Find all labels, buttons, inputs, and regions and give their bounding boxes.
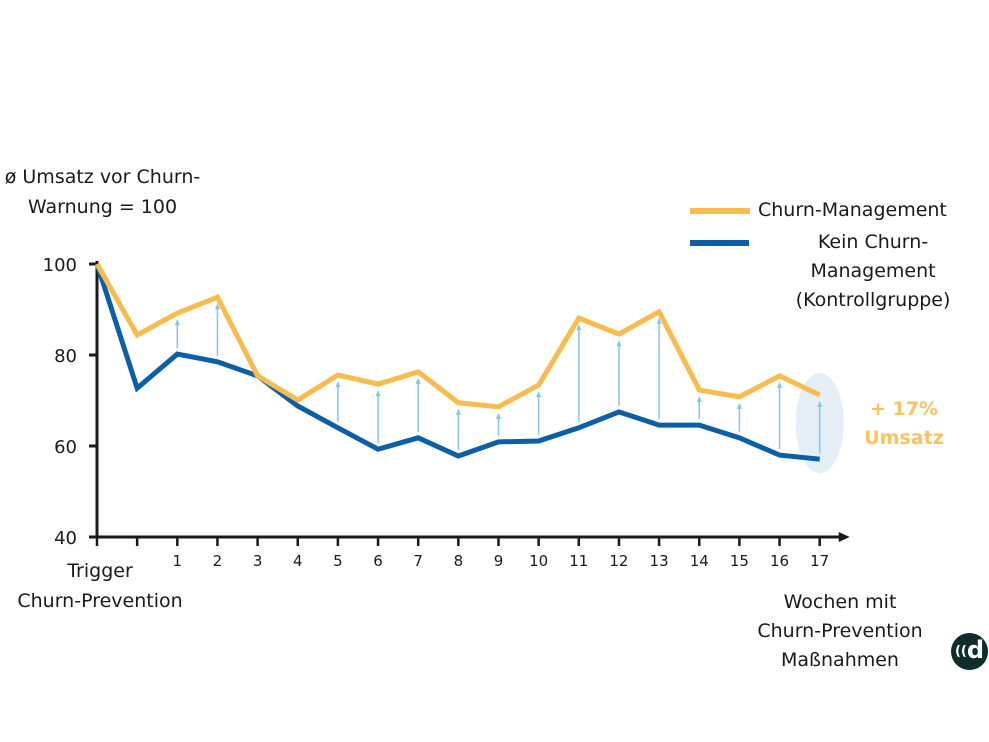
trigger-label-line1: Trigger (67, 560, 133, 582)
x-tick-label: 11 (569, 552, 588, 570)
x-tick-label: 5 (333, 552, 343, 570)
trigger-label-line2: Churn-Prevention (17, 590, 183, 612)
x-tick-label: 17 (810, 552, 829, 570)
uplift-arrowhead (616, 340, 622, 347)
signal-d-logo-icon: ((d (951, 633, 988, 670)
legend-label: Kein Churn-Management (810, 231, 936, 282)
legend: Churn-Management Kein Churn-Management (… (690, 196, 989, 315)
x-tick-label: 3 (253, 552, 263, 570)
x-axis-arrowhead (838, 532, 850, 542)
x-tick-label: 1 (173, 552, 183, 570)
uplift-arrowhead (415, 377, 421, 384)
uplift-arrowhead (696, 396, 702, 403)
x-tick-label: 14 (690, 552, 709, 570)
y-axis-label-line2: Warnung = 100 (27, 196, 178, 218)
uplift-arrowhead (656, 317, 662, 324)
x-axis-label-line3: Maßnahmen (781, 649, 899, 671)
uplift-arrowhead (777, 381, 783, 388)
x-tick-label: 13 (650, 552, 669, 570)
y-tick-label: 100 (43, 255, 77, 276)
legend-swatch-blue (690, 240, 750, 246)
x-tick-label: 6 (373, 552, 383, 570)
trigger-label: Trigger Churn-Prevention (0, 556, 200, 616)
x-axis-label-line2: Churn-Prevention (757, 620, 923, 642)
uplift-arrowhead (576, 324, 582, 331)
uplift-arrowhead (455, 408, 461, 415)
legend-item-churn-management: Churn-Management (690, 196, 989, 225)
uplift-label: Umsatz (864, 427, 944, 449)
x-tick-label: 4 (293, 552, 303, 570)
legend-label: Churn-Management (758, 199, 947, 221)
x-axis-label-line1: Wochen mit (783, 591, 897, 613)
x-tick-label: 8 (454, 552, 464, 570)
x-tick-label: 9 (494, 552, 504, 570)
uplift-arrowhead (174, 319, 180, 326)
y-tick-label: 60 (54, 437, 77, 458)
logo-letter: d (966, 636, 985, 664)
y-axis-label-line1: ø Umsatz vor Churn- (4, 166, 201, 188)
uplift-arrowhead (817, 401, 823, 408)
x-tick-label: 15 (730, 552, 749, 570)
x-tick-label: 7 (413, 552, 423, 570)
uplift-percent: + 17% (869, 398, 938, 420)
x-tick-label: 12 (609, 552, 628, 570)
legend-item-control-group: Kein Churn-Management (Kontrollgruppe) (690, 228, 989, 315)
legend-label-sub: (Kontrollgruppe) (795, 289, 951, 311)
x-axis-label: Wochen mit Churn-Prevention Maßnahmen (740, 588, 940, 675)
y-tick-label: 80 (54, 346, 77, 367)
uplift-arrowhead (736, 402, 742, 409)
x-tick-label: 16 (770, 552, 789, 570)
x-tick-label: 10 (529, 552, 548, 570)
uplift-arrowhead (214, 303, 220, 310)
uplift-annotation: + 17% Umsatz (848, 395, 960, 453)
y-tick-label: 40 (54, 528, 77, 549)
y-axis-label: ø Umsatz vor Churn- Warnung = 100 (0, 162, 205, 222)
uplift-arrowhead (536, 391, 542, 398)
uplift-arrowhead (496, 412, 501, 419)
uplift-arrowhead (335, 381, 341, 388)
legend-swatch-yellow (690, 208, 750, 214)
uplift-arrowhead (375, 390, 381, 397)
x-tick-label: 2 (213, 552, 223, 570)
